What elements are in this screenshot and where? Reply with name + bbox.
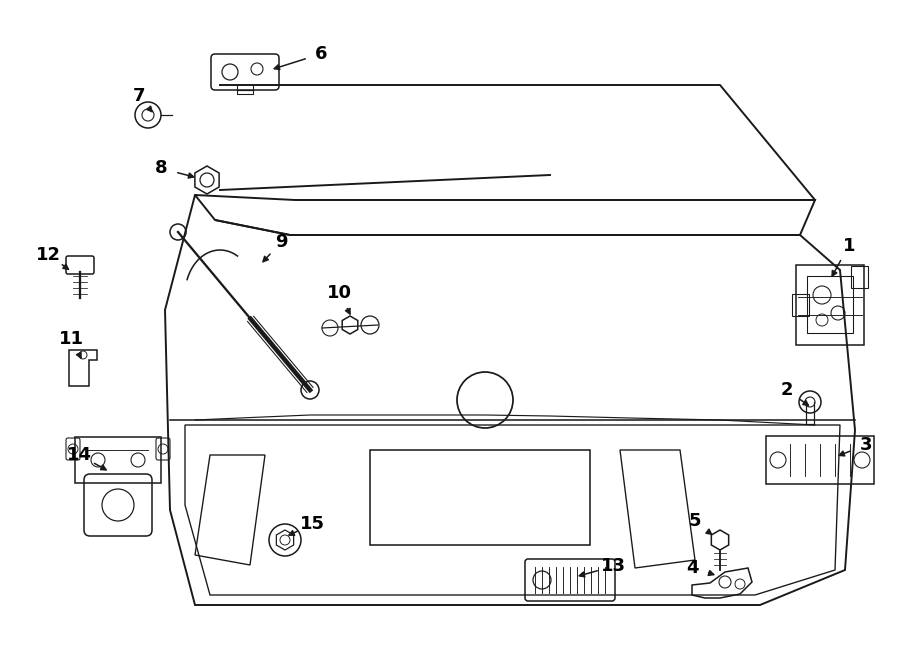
- Text: 10: 10: [328, 285, 352, 303]
- Text: 2: 2: [780, 381, 793, 399]
- Text: 1: 1: [842, 237, 855, 255]
- Text: 13: 13: [601, 557, 626, 575]
- Text: 7: 7: [132, 87, 145, 105]
- Text: 4: 4: [687, 559, 699, 577]
- Text: 5: 5: [688, 512, 701, 530]
- Text: 3: 3: [860, 436, 872, 454]
- Text: 9: 9: [275, 233, 288, 251]
- Text: 14: 14: [68, 446, 93, 464]
- Text: 6: 6: [315, 45, 328, 63]
- Text: 8: 8: [155, 160, 167, 177]
- Text: 15: 15: [301, 515, 325, 533]
- Text: 12: 12: [36, 246, 61, 263]
- Text: 11: 11: [59, 330, 85, 348]
